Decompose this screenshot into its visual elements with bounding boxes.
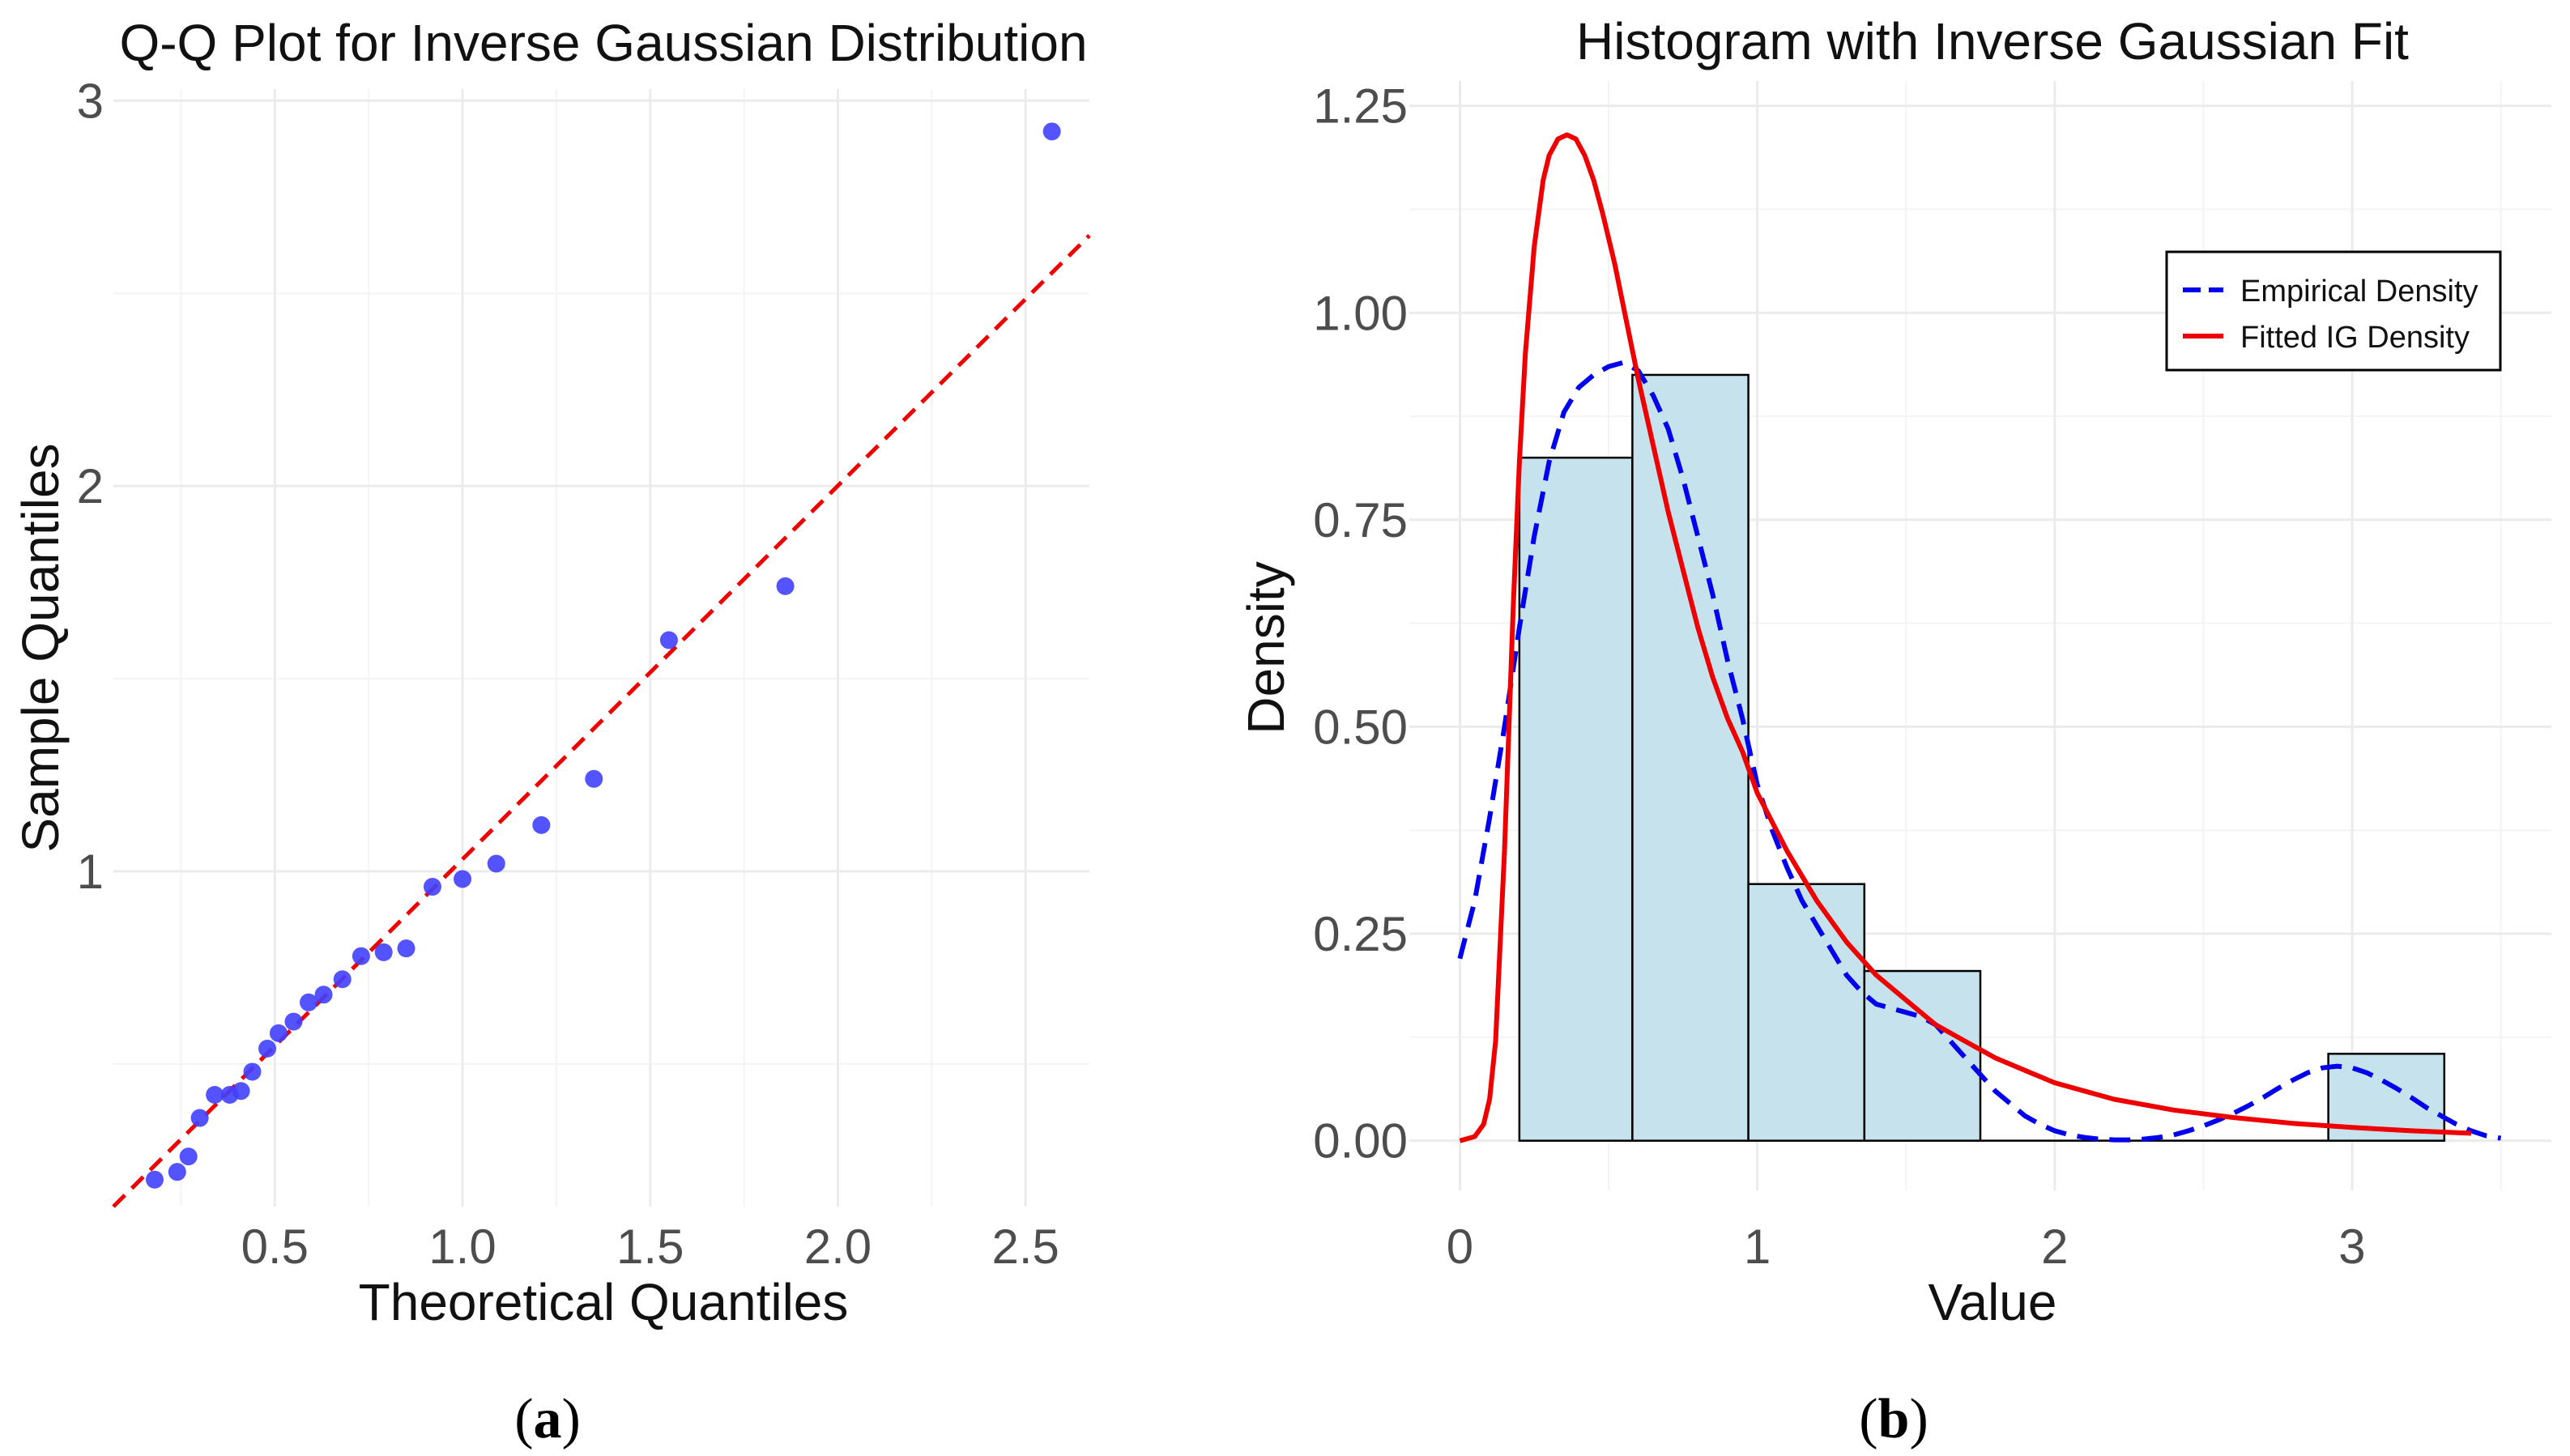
qq-point <box>232 1082 250 1101</box>
caption-a-letter: a <box>534 1388 562 1450</box>
hist-y-tick-label: 1.25 <box>1313 79 1408 134</box>
qq-point <box>397 939 416 958</box>
qq-point <box>258 1039 277 1058</box>
qq-reference-line <box>112 234 1091 1208</box>
caption-b-open: ( <box>1859 1388 1877 1450</box>
qq-plot-panel: 0.5 1.0 1.5 2.0 2.5 1 2 3 Q-Q Plot for Inverse… <box>11 14 1091 1331</box>
hist-plot-title: Histogram with Inverse Gaussian Fit <box>1576 12 2409 70</box>
qq-gridlines <box>113 89 1089 1207</box>
qq-point <box>269 1024 288 1042</box>
qq-point <box>168 1163 186 1181</box>
hist-y-tick-label: 0.50 <box>1313 700 1408 754</box>
hist-bar <box>1631 373 1750 1142</box>
hist-x-tick-labels: 0 1 2 3 <box>1447 1220 2366 1274</box>
qq-y-axis-title: Sample Quantiles <box>11 443 70 852</box>
qq-x-tick-labels: 0.5 1.0 1.5 2.0 2.5 <box>241 1220 1059 1274</box>
qq-point <box>659 631 678 649</box>
qq-plot-title: Q-Q Plot for Inverse Gaussian Distributi… <box>119 14 1087 72</box>
qq-point <box>206 1086 224 1104</box>
qq-x-tick-label: 2.0 <box>804 1220 872 1274</box>
caption-a-close: ) <box>562 1388 581 1450</box>
qq-y-tick-labels: 1 2 3 <box>77 74 104 899</box>
qq-point <box>352 947 370 965</box>
qq-point <box>585 769 603 788</box>
hist-legend: Empirical Density Fitted IG Density <box>2165 250 2502 372</box>
hist-bars <box>1518 373 2446 1142</box>
qq-point <box>300 993 318 1011</box>
qq-x-axis-title: Theoretical Quantiles <box>359 1273 849 1331</box>
qq-point <box>374 943 393 961</box>
qq-point <box>284 1012 303 1031</box>
qq-x-tick-label: 1.5 <box>616 1220 684 1274</box>
histogram-panel: 0 1 2 3 0.00 0.25 0.50 0.75 1.00 1.25 Histogram … <box>1237 12 2551 1331</box>
hist-bar <box>1747 883 1866 1142</box>
legend-fitted-label: Fitted IG Density <box>2240 321 2470 355</box>
fitted-ig-density-curve <box>1459 132 2472 1143</box>
hist-bar <box>1518 456 1634 1142</box>
qq-points <box>145 122 1061 1189</box>
hist-y-tick-label: 0.25 <box>1313 907 1408 961</box>
hist-x-tick-label: 2 <box>2041 1220 2068 1274</box>
caption-b-letter: b <box>1878 1388 1910 1450</box>
qq-point <box>776 577 795 595</box>
qq-x-tick-label: 2.5 <box>992 1220 1059 1274</box>
qq-y-tick-label: 1 <box>77 845 104 899</box>
qq-point <box>423 878 441 896</box>
empirical-density-curve <box>1457 360 2502 1143</box>
hist-x-tick-label: 1 <box>1744 1220 1771 1274</box>
qq-y-tick-label: 2 <box>77 459 104 513</box>
caption-b-close: ) <box>1909 1388 1928 1450</box>
qq-point <box>145 1170 164 1189</box>
qq-point <box>179 1147 198 1166</box>
legend-empirical-label: Empirical Density <box>2240 275 2478 309</box>
qq-point <box>314 986 333 1004</box>
qq-point <box>333 970 352 989</box>
qq-point <box>454 870 472 888</box>
hist-x-tick-label: 3 <box>2338 1220 2365 1274</box>
qq-point <box>243 1062 262 1081</box>
hist-y-tick-label: 1.00 <box>1313 286 1408 340</box>
hist-x-axis-title: Value <box>1929 1273 2057 1331</box>
qq-point <box>1042 122 1061 141</box>
qq-x-tick-label: 1.0 <box>428 1220 496 1274</box>
caption-a: (a) <box>514 1388 581 1450</box>
caption-a-open: ( <box>514 1388 533 1450</box>
legend-box <box>2165 250 2502 372</box>
hist-y-tick-label: 0.00 <box>1313 1114 1408 1169</box>
qq-point <box>532 815 551 834</box>
qq-y-tick-label: 3 <box>77 74 104 128</box>
qq-point <box>487 854 505 873</box>
hist-y-axis-title: Density <box>1237 561 1295 734</box>
qq-point <box>190 1109 209 1127</box>
caption-b: (b) <box>1859 1388 1929 1450</box>
hist-y-tick-labels: 0.00 0.25 0.50 0.75 1.00 1.25 <box>1313 79 1408 1169</box>
qq-x-tick-label: 0.5 <box>241 1220 309 1274</box>
hist-x-tick-label: 0 <box>1447 1220 1473 1274</box>
hist-y-tick-label: 0.75 <box>1313 493 1408 547</box>
